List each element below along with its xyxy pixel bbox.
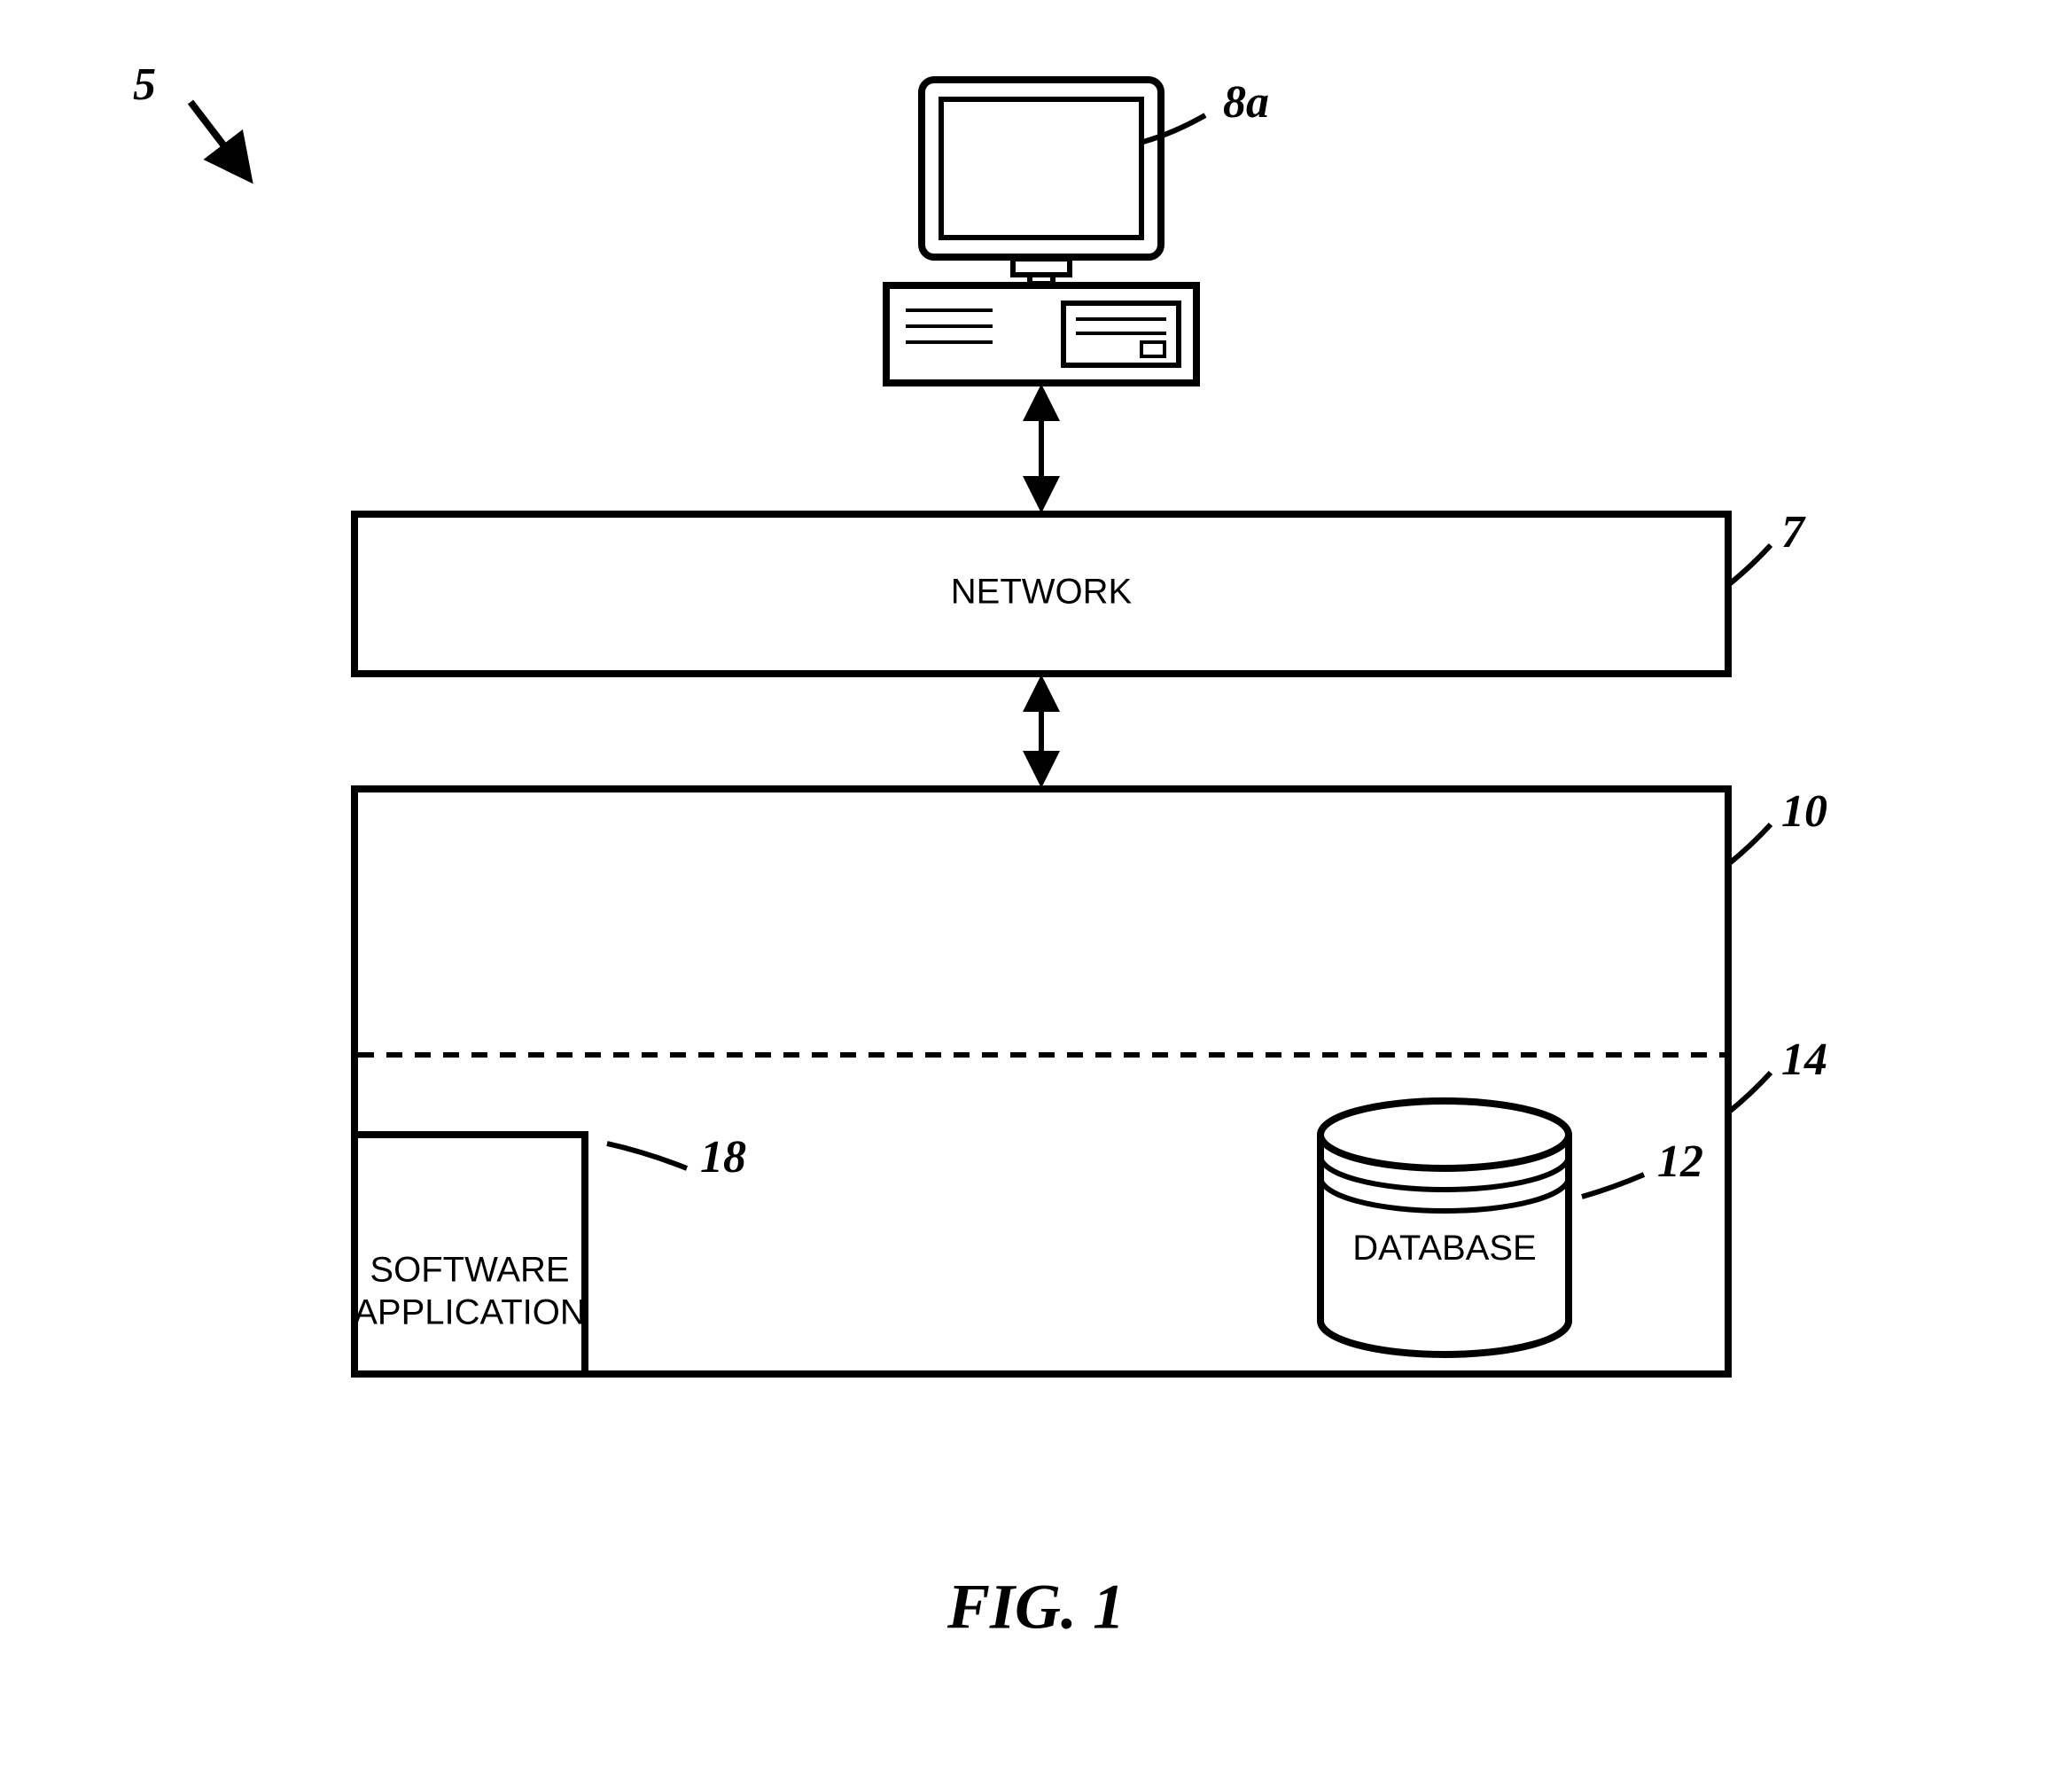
- leader-12: [1582, 1175, 1644, 1197]
- ref-5: 5: [133, 59, 156, 110]
- ref-10: 10: [1781, 786, 1827, 837]
- database-top: [1320, 1101, 1569, 1168]
- leader-18: [607, 1144, 687, 1168]
- computer-icon: [886, 80, 1196, 383]
- leader-7: [1728, 545, 1771, 585]
- software-label-1: SOFTWARE: [370, 1251, 569, 1290]
- ref-8a: 8a: [1223, 77, 1269, 128]
- ref-12: 12: [1657, 1136, 1703, 1187]
- ref-14: 14: [1781, 1034, 1827, 1085]
- software-label-2: APPLICATION: [354, 1293, 586, 1332]
- ref-7: 7: [1781, 507, 1806, 558]
- leader-10: [1728, 824, 1771, 864]
- ref-18: 18: [700, 1132, 746, 1183]
- database-label: DATABASE: [1352, 1229, 1536, 1268]
- ref-5-arrow: [191, 102, 248, 177]
- figure-caption: FIG. 1: [946, 1572, 1125, 1643]
- network-label: NETWORK: [951, 573, 1133, 612]
- leader-14: [1728, 1073, 1771, 1112]
